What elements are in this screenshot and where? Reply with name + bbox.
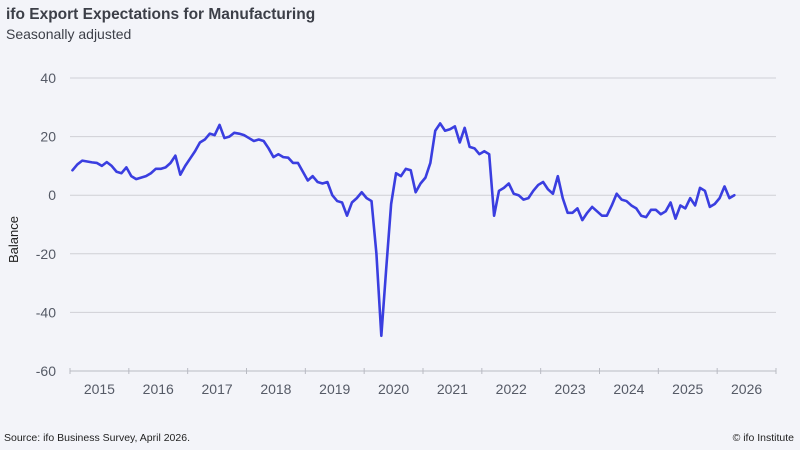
x-tick-label: 2017 — [202, 381, 233, 397]
x-tick-label: 2025 — [672, 381, 703, 397]
x-tick-label: 2026 — [731, 381, 762, 397]
x-tick-label: 2021 — [437, 381, 468, 397]
y-tick-labels: 40 20 0 -20 -40 -60 — [36, 70, 56, 379]
x-tick-label: 2020 — [378, 381, 409, 397]
y-tick-label: -40 — [36, 304, 56, 320]
chart-title: ifo Export Expectations for Manufacturin… — [6, 6, 316, 23]
grid-lines — [70, 77, 776, 313]
y-tick-label: -60 — [36, 363, 56, 379]
copyright-note: © ifo Institute — [732, 432, 794, 444]
x-tick-label: 2022 — [496, 381, 527, 397]
series-group — [71, 122, 736, 338]
x-axis: 2015 2016 2017 2018 2019 2020 2021 2022 2023 2024… — [69, 368, 777, 397]
x-tick-label: 2024 — [613, 381, 644, 397]
chart-subtitle: Seasonally adjusted — [6, 26, 132, 42]
y-tick-label: 0 — [48, 187, 56, 203]
y-tick-label: 20 — [40, 129, 56, 145]
x-tick-label: 2023 — [555, 381, 586, 397]
x-tick-label: 2015 — [84, 381, 115, 397]
x-tick-label: 2018 — [260, 381, 291, 397]
x-tick-label: 2016 — [143, 381, 174, 397]
y-tick-label: 40 — [40, 70, 56, 86]
series-line — [71, 122, 736, 338]
source-note: Source: ifo Business Survey, April 2026. — [4, 432, 190, 444]
x-tick-label: 2019 — [319, 381, 350, 397]
y-tick-label: -20 — [36, 246, 56, 262]
